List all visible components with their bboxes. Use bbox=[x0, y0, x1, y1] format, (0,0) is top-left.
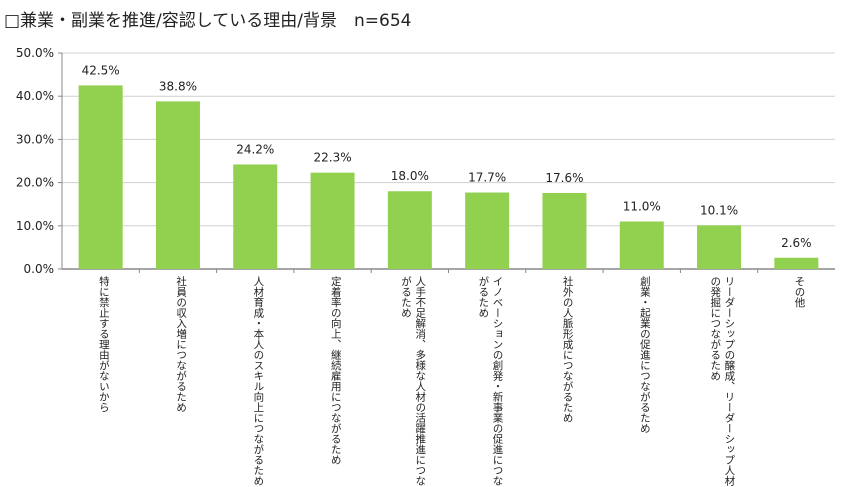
x-tick-label: 人材育成・本人のスキル向上につながるため bbox=[252, 276, 265, 486]
y-tick-label: 50.0% bbox=[16, 46, 54, 60]
y-tick-label: 10.0% bbox=[16, 219, 54, 233]
y-tick-label: 40.0% bbox=[16, 89, 54, 103]
y-tick-label: 30.0% bbox=[16, 132, 54, 146]
data-label: 42.5% bbox=[82, 63, 120, 77]
data-label: 17.6% bbox=[545, 171, 583, 185]
data-label: 2.6% bbox=[781, 236, 812, 250]
bar bbox=[233, 164, 278, 269]
x-tick-label: 特に禁止する理由がないから bbox=[97, 276, 110, 413]
y-tick-label: 20.0% bbox=[16, 176, 54, 190]
x-tick-label: 社外の人脈形成につながるため bbox=[561, 276, 574, 423]
data-label: 38.8% bbox=[159, 79, 197, 93]
bar bbox=[774, 257, 819, 269]
data-label: 22.3% bbox=[313, 151, 351, 165]
data-label: 24.2% bbox=[236, 142, 274, 156]
bar bbox=[310, 172, 355, 269]
x-tick-label: 創業・起業の促進につながるため bbox=[638, 276, 651, 434]
x-tick-label: その他 bbox=[793, 276, 806, 308]
x-tick-label: 定着率の向上、継続雇用につながるため bbox=[329, 276, 342, 465]
data-label: 17.7% bbox=[468, 171, 506, 185]
bar bbox=[465, 192, 510, 269]
x-tick-label: 社員の収入増につながるため bbox=[175, 276, 188, 413]
x-tick-label: 人手不足解消、多様な人材の活躍推進につながるため bbox=[400, 276, 427, 486]
data-label: 18.0% bbox=[391, 169, 429, 183]
data-label: 10.1% bbox=[700, 203, 738, 217]
x-tick-label: リーダーシップの醸成、リーダーシップ人材の発掘につながるため bbox=[709, 276, 736, 486]
y-tick-label: 0.0% bbox=[24, 262, 55, 276]
x-tick-label: イノベーションの創発・新事業の促進につながるため bbox=[477, 276, 504, 486]
data-label: 11.0% bbox=[623, 199, 661, 213]
bar bbox=[387, 191, 432, 269]
bar bbox=[542, 192, 587, 269]
bar bbox=[78, 85, 123, 270]
bar bbox=[619, 221, 664, 269]
chart-title: □兼業・副業を推進/容認している理由/背景 n=654 bbox=[4, 11, 412, 31]
bar bbox=[155, 101, 200, 269]
bar bbox=[697, 225, 742, 269]
